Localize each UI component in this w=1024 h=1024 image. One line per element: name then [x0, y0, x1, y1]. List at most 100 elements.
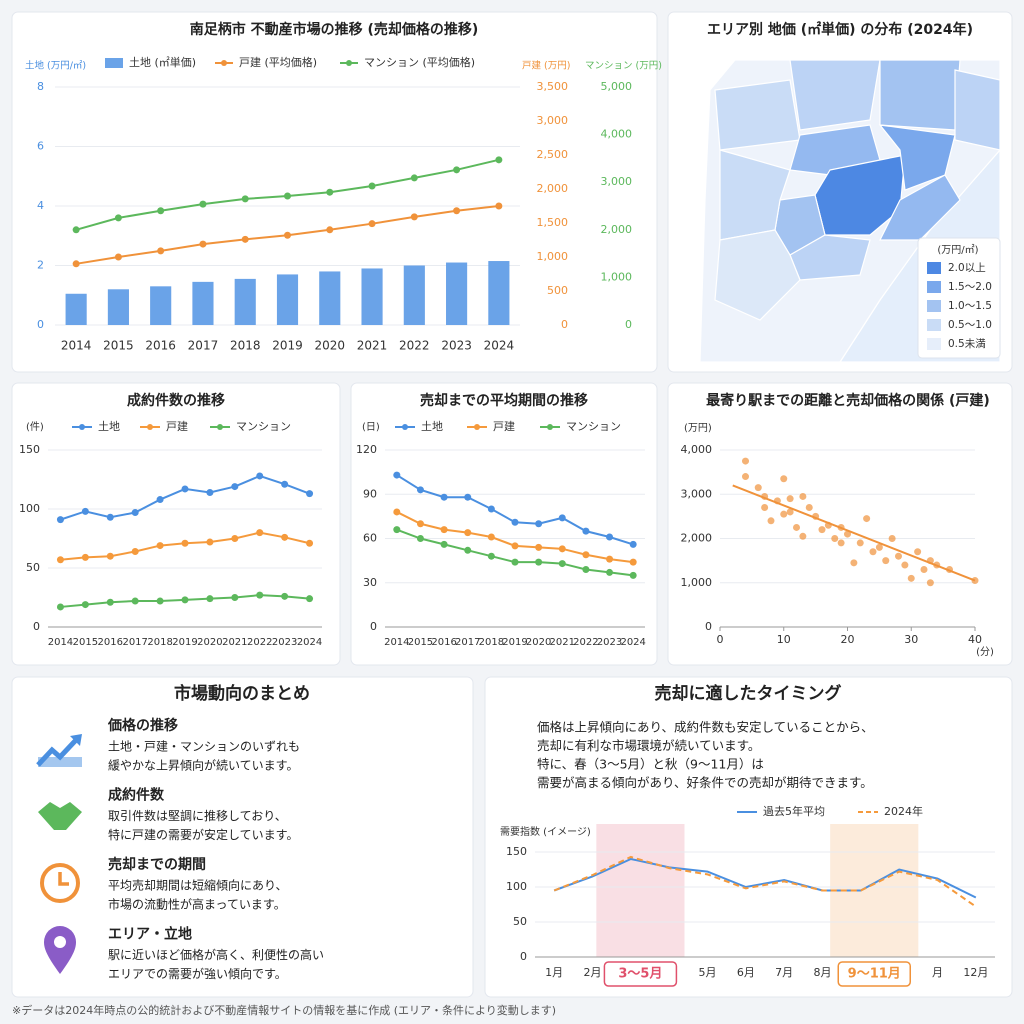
point — [511, 558, 519, 566]
x-tick-label: 2016 — [431, 637, 456, 648]
y-tick-label: 3,000 — [681, 487, 713, 500]
axis-label: 戸建 (万円) — [522, 60, 570, 72]
point — [306, 539, 314, 547]
chart-title: 成約件数の推移 — [127, 392, 225, 409]
point — [157, 207, 165, 215]
y-tick-label: 2,000 — [601, 223, 633, 236]
point — [464, 529, 472, 537]
axis-label: (分) — [976, 646, 994, 658]
point — [742, 457, 749, 465]
x-tick-label: 1月 — [545, 966, 563, 979]
y-tick-label: 0 — [625, 318, 632, 331]
point — [606, 555, 614, 563]
point — [56, 556, 64, 564]
legend-swatch — [547, 424, 553, 430]
point — [440, 540, 448, 548]
x-tick-label: 0 — [717, 633, 724, 646]
point — [256, 529, 264, 537]
point — [393, 471, 401, 479]
x-tick-label: 2024 — [620, 637, 645, 648]
point — [920, 565, 928, 573]
icons — [36, 734, 82, 974]
point — [535, 543, 543, 551]
x-tick-label: 2016 — [98, 637, 123, 648]
y-tick-label: 1,500 — [537, 216, 569, 229]
point — [831, 535, 839, 542]
point — [410, 213, 418, 221]
point — [181, 596, 189, 604]
x-tick-label: 12月 — [963, 966, 988, 979]
point — [875, 543, 883, 551]
point — [281, 480, 289, 488]
y-tick-label: 100 — [19, 502, 40, 515]
y-tick-label: 150 — [506, 845, 527, 858]
point — [780, 475, 788, 483]
point — [416, 535, 424, 542]
point — [231, 535, 239, 542]
y-tick-label: 1,000 — [601, 270, 633, 283]
point — [629, 540, 637, 548]
point — [495, 156, 503, 164]
bar — [276, 274, 299, 325]
x-tick-label: 2014 — [384, 637, 409, 648]
point — [81, 507, 89, 515]
point — [535, 520, 543, 528]
point — [850, 559, 858, 567]
point — [114, 253, 122, 261]
item-title: 価格の推移 — [107, 717, 178, 734]
point — [284, 231, 291, 239]
point — [231, 483, 239, 491]
y-tick-label: 2,000 — [681, 532, 713, 545]
point — [156, 542, 164, 550]
legend-swatch — [927, 281, 941, 293]
point — [926, 579, 934, 587]
point — [181, 539, 189, 547]
x-tick-label: 2019 — [172, 637, 197, 648]
point — [326, 226, 334, 234]
point — [56, 603, 64, 611]
x-tick-label: 2018 — [479, 637, 504, 648]
description: 価格は上昇傾向にあり、成約件数も安定していることから、 — [537, 720, 874, 735]
x-tick-label: 2022 — [573, 637, 598, 648]
point — [799, 532, 807, 540]
point — [114, 214, 122, 222]
point — [306, 595, 314, 603]
point — [206, 488, 214, 496]
x-tick-label: 2021 — [222, 637, 247, 648]
point — [206, 595, 214, 603]
x-tick-label: 2024 — [484, 339, 515, 353]
point — [754, 484, 762, 492]
bar — [107, 289, 129, 325]
trend-line — [732, 484, 976, 582]
legend-label: 2.0以上 — [948, 262, 986, 274]
y-tick-label: 30 — [363, 576, 377, 589]
point — [582, 565, 590, 573]
item-text: 緩やかな上昇傾向が続いています。 — [108, 758, 298, 773]
point — [106, 598, 114, 606]
item-title: 成約件数 — [108, 787, 165, 804]
panel-inner — [22, 708, 463, 990]
point — [416, 486, 424, 494]
point — [901, 561, 909, 569]
point — [464, 546, 472, 554]
point — [156, 496, 164, 504]
point — [495, 202, 503, 210]
point — [393, 526, 401, 534]
panel-inner — [495, 708, 1002, 990]
point — [410, 174, 418, 182]
point — [206, 538, 214, 546]
legend-swatch — [221, 60, 227, 66]
x-tick-label: 2月 — [584, 966, 602, 979]
point — [742, 473, 749, 481]
legend-swatch — [402, 424, 408, 430]
point — [440, 493, 448, 501]
point — [793, 523, 800, 531]
chart-title: 最寄り駅までの距離と売却価格の関係 (戸建) — [706, 392, 990, 409]
y-tick-label: 2,000 — [537, 182, 569, 195]
line — [553, 855, 977, 908]
point — [511, 518, 519, 526]
point — [56, 516, 64, 524]
x-tick-label: 5月 — [699, 966, 717, 979]
axis-label: (万円) — [684, 423, 712, 434]
legend-swatch — [147, 424, 153, 430]
